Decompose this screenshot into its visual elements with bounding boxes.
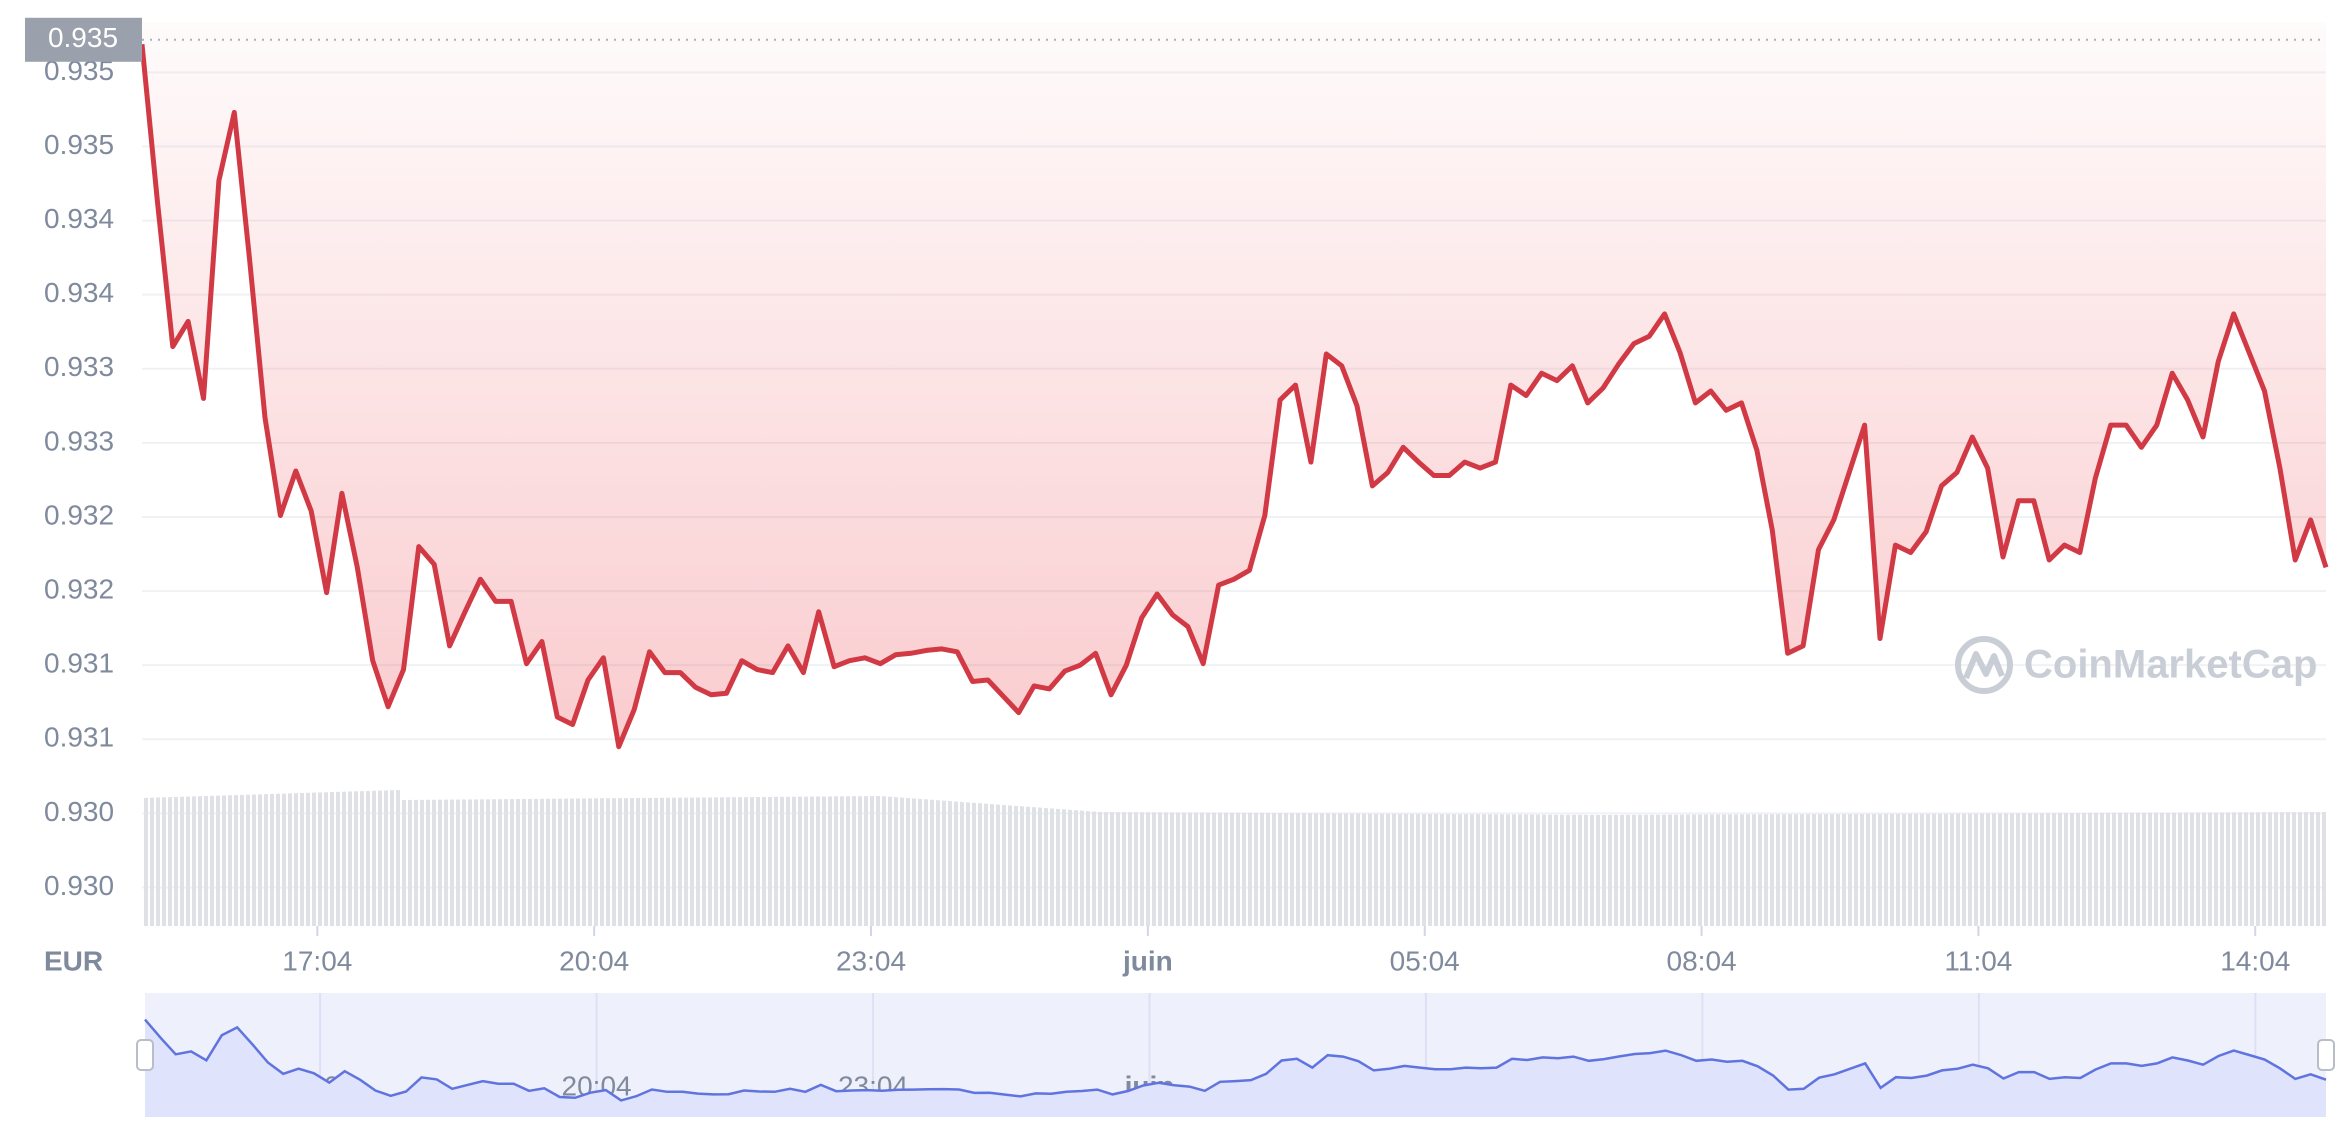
- axis-label: EUR: [44, 945, 103, 976]
- price-marker-box: [25, 17, 142, 62]
- x-tick-label: 08:04: [1667, 945, 1737, 976]
- x-tick-label: 20:04: [559, 945, 629, 976]
- x-tick-label: 17:04: [282, 945, 352, 976]
- y-tick-label: 0.933: [44, 425, 114, 456]
- y-tick-label: 0.934: [44, 203, 114, 234]
- price-marker-label: 0.935: [48, 22, 118, 53]
- navigator-handle[interactable]: [136, 1039, 154, 1071]
- x-tick-label: 05:04: [1390, 945, 1460, 976]
- plot: [139, 22, 2329, 750]
- y-tick-label: 0.935: [44, 129, 114, 160]
- watermark-text: CoinMarketCap: [2024, 643, 2317, 687]
- x-tick-label: 11:04: [1944, 945, 2012, 976]
- x-tick-label: juin: [1122, 945, 1173, 976]
- x-tick-label: 23:04: [836, 945, 906, 976]
- watermark: CoinMarketCap: [1955, 636, 2317, 694]
- navigator-line: [144, 1018, 2327, 1102]
- y-tick-label: 0.932: [44, 499, 114, 530]
- price-marker: 0.935: [25, 17, 2326, 62]
- navigator-handle[interactable]: [2317, 1039, 2335, 1071]
- line: [139, 43, 2329, 750]
- x-tick-label: 14:04: [2220, 945, 2290, 976]
- y-tick-label: 0.931: [44, 648, 114, 679]
- y-tick-label: 0.930: [44, 870, 114, 901]
- area: [142, 22, 2326, 747]
- y-tick-label: 0.930: [44, 796, 114, 827]
- volume-bars: [142, 790, 2326, 926]
- y-tick-label: 0.931: [44, 722, 114, 753]
- y-tick-label: 0.934: [44, 277, 114, 308]
- y-tick-label: 0.933: [44, 351, 114, 382]
- y-tick-label: 0.932: [44, 573, 114, 604]
- navigator-area: [145, 1019, 2326, 1117]
